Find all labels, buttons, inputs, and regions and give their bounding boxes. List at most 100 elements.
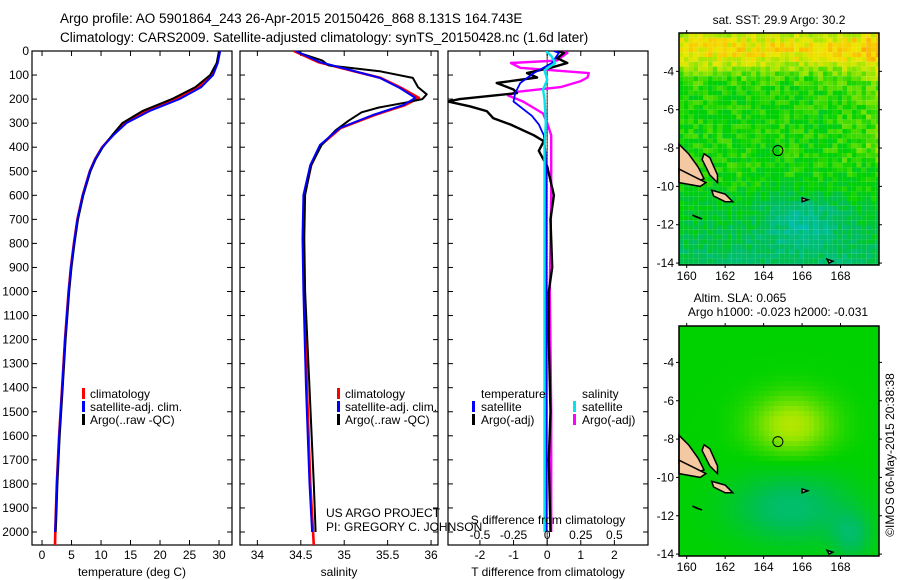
sst-cell — [703, 42, 708, 48]
legend-swatch — [337, 388, 340, 399]
sst-cell — [717, 133, 723, 139]
sst-cell — [799, 109, 804, 115]
sst-cell — [832, 172, 838, 177]
sst-cell — [751, 114, 756, 120]
sst-cell — [746, 215, 751, 221]
sla-cell — [694, 361, 699, 366]
sla-cell — [789, 511, 794, 516]
sst-cell — [851, 76, 857, 81]
sst-cell — [722, 90, 727, 96]
sla-cell — [689, 371, 694, 376]
sla-cell — [694, 441, 699, 446]
sst-cell — [818, 172, 823, 177]
sst-cell — [765, 253, 771, 259]
sla-cell — [844, 326, 849, 331]
sla-cell — [744, 501, 749, 506]
sla-cell — [799, 436, 804, 441]
sla-cell — [709, 546, 714, 551]
sla-cell — [794, 386, 799, 391]
sst-cell — [703, 71, 708, 77]
zero-dotted-line — [546, 94, 548, 96]
sst-cell — [736, 143, 742, 149]
sla-cell — [764, 381, 769, 386]
sla-cell — [689, 341, 694, 346]
zero-dotted-line — [546, 273, 548, 275]
sla-cell — [754, 541, 759, 546]
sst-cell — [688, 229, 694, 235]
sst-cell — [837, 109, 843, 115]
sst-cell — [794, 114, 799, 120]
sla-cell — [779, 481, 784, 486]
sst-cell — [760, 162, 766, 168]
sst-cell — [842, 100, 847, 105]
sst-cell — [736, 124, 742, 129]
sst-cell — [751, 109, 756, 115]
sst-cell — [871, 129, 876, 134]
island-land — [801, 196, 811, 203]
sla-cell — [744, 371, 749, 376]
sla-cell — [874, 466, 879, 471]
zero-dotted-line — [546, 159, 548, 161]
sla-cell — [789, 541, 794, 546]
sla-cell — [859, 516, 864, 521]
zero-dotted-line — [546, 234, 548, 236]
sla-cell — [719, 536, 724, 541]
sla-cell — [734, 411, 739, 416]
sla-cell — [754, 531, 759, 536]
sst-cell — [746, 109, 751, 115]
sla-cell — [749, 441, 754, 446]
sla-cell — [799, 516, 804, 521]
sst-cell — [871, 143, 876, 149]
lat-tick-label: -12 — [657, 509, 675, 523]
sla-cell — [804, 411, 809, 416]
sla-cell — [694, 476, 699, 481]
sst-cell — [866, 66, 871, 72]
sla-cell — [834, 421, 839, 426]
sla-cell — [869, 336, 874, 341]
sst-cell — [827, 105, 833, 110]
sla-cell — [774, 551, 779, 556]
sla-cell — [714, 496, 719, 501]
sst-cell — [808, 42, 814, 48]
sst-cell — [731, 249, 737, 254]
sla-cell — [799, 466, 804, 471]
sla-cell — [869, 426, 874, 431]
sla-cell — [864, 401, 869, 406]
sst-cell — [731, 153, 737, 158]
sst-cell — [823, 205, 828, 211]
sla-cell — [834, 366, 839, 371]
title-line-2: Climatology: CARS2009. Satellite-adjuste… — [60, 30, 588, 45]
sst-cell — [751, 177, 756, 182]
sst-cell — [832, 234, 838, 240]
sla-cell — [844, 531, 849, 536]
sla-cell — [844, 546, 849, 551]
sst-cell — [731, 191, 737, 197]
sla-cell — [869, 371, 874, 376]
sla-cell — [764, 471, 769, 476]
sla-cell — [689, 336, 694, 341]
sla-cell — [774, 401, 779, 406]
x-tick-label: 2 — [611, 548, 618, 562]
sla-cell — [704, 341, 709, 346]
sla-cell — [874, 406, 879, 411]
sla-cell — [754, 471, 759, 476]
sla-cell — [734, 486, 739, 491]
zero-dotted-line — [546, 201, 548, 203]
zero-dotted-line — [546, 177, 548, 180]
sst-cell — [784, 244, 790, 249]
sla-cell — [694, 451, 699, 456]
sst-cell — [703, 225, 708, 230]
sst-cell — [823, 100, 828, 105]
sla-cell — [794, 491, 799, 496]
sla-cell — [864, 536, 869, 541]
sst-cell — [727, 172, 732, 177]
sla-cell — [759, 451, 764, 456]
sst-cell — [808, 181, 814, 187]
sst-cell — [799, 215, 804, 221]
sla-cell — [759, 506, 764, 511]
sst-cell — [717, 76, 723, 81]
sla-cell — [744, 476, 749, 481]
sla-cell — [774, 541, 779, 546]
sst-cell — [784, 33, 790, 38]
sla-cell — [814, 396, 819, 401]
